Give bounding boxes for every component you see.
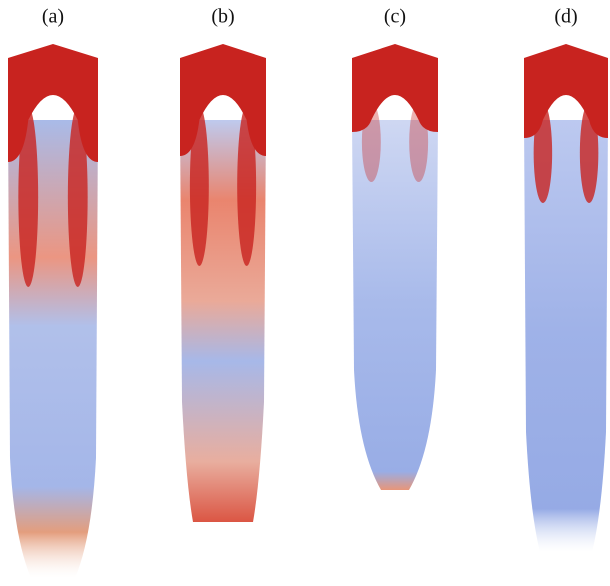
panel: (c) [352, 6, 438, 490]
panel: (d) [524, 6, 608, 552]
head [352, 44, 438, 132]
panel-label: (d) [554, 6, 577, 28]
panels: (a) (b) (c) (d) [8, 6, 608, 578]
plume [352, 120, 438, 490]
panel-label: (a) [42, 6, 64, 28]
panel-label: (b) [211, 6, 234, 28]
panel-label: (c) [384, 6, 406, 28]
panel: (a) [8, 6, 98, 578]
panel: (b) [180, 6, 266, 522]
figure: (a) (b) (c) (d) [0, 0, 610, 586]
